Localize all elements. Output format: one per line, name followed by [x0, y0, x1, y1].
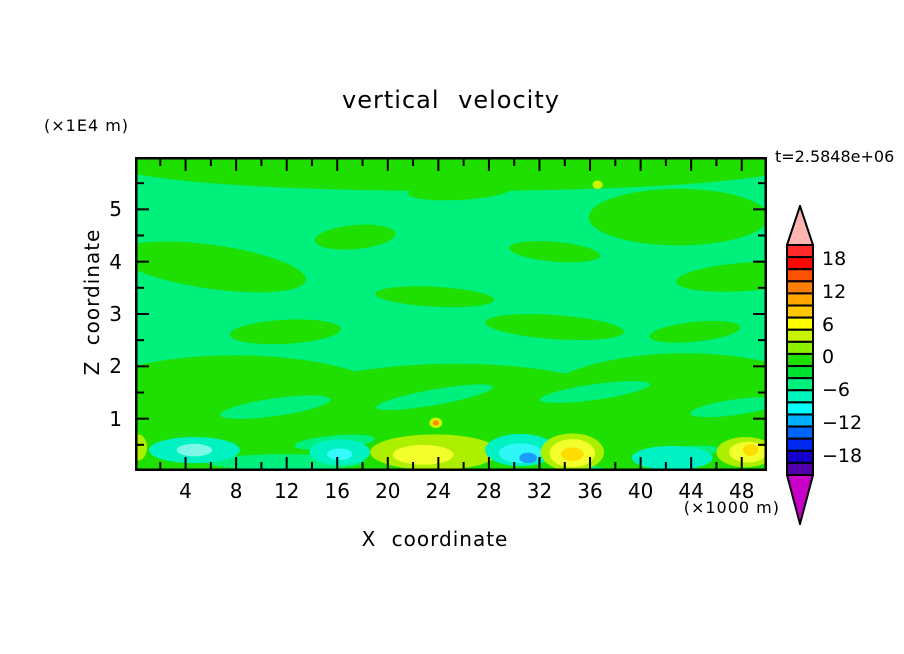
streak-positive — [229, 319, 341, 345]
x-tick-label-12: 12 — [273, 479, 300, 503]
colorbar-tick-label-18: 18 — [822, 248, 847, 270]
colorbar-tick-label-−12: −12 — [822, 412, 863, 434]
downdraft-cyan-core — [327, 448, 353, 461]
colorbar-tick-label-0: 0 — [822, 346, 835, 368]
speck-updraft — [592, 180, 603, 189]
x-tick-label-4: 4 — [179, 479, 192, 503]
colorbar-segment — [786, 292, 814, 307]
streak-positive — [649, 320, 741, 343]
colorbar-segment — [786, 413, 814, 428]
colorbar-segment — [786, 280, 814, 295]
x-tick-label-20: 20 — [375, 479, 401, 503]
x-tick-label-40: 40 — [627, 479, 654, 503]
y-axis-unit-label: (×1E4 m) — [44, 116, 130, 135]
x-tick-label-24: 24 — [425, 479, 452, 503]
colorbar-segment — [786, 304, 814, 319]
y-tick-label-5: 5 — [109, 197, 122, 222]
colorbar-tick-label-−18: −18 — [822, 445, 863, 467]
y-tick-label-4: 4 — [109, 249, 122, 274]
downdraft-blue-core — [519, 452, 537, 464]
time-annotation: t=2.5848e+06 — [775, 147, 895, 166]
streak-positive — [314, 224, 396, 250]
plot-frame — [135, 157, 767, 471]
x-tick-label-8: 8 — [229, 479, 243, 503]
x-tick-label-16: 16 — [324, 479, 350, 503]
near-zero-streak — [690, 397, 781, 418]
colorbar-tick-label-6: 6 — [822, 314, 835, 336]
colorbar-segment — [786, 461, 814, 477]
x-tick-label-28: 28 — [476, 479, 502, 503]
plot-title: vertical velocity — [342, 86, 560, 114]
blob-positive-topright — [588, 188, 769, 246]
contour-field — [55, 138, 846, 480]
near-zero-streak — [376, 384, 494, 411]
y-tick-label-1: 1 — [109, 406, 122, 431]
colorbar-segment — [786, 389, 814, 404]
colorbar-segment — [786, 437, 814, 452]
x-tick-label-44: 44 — [678, 479, 704, 503]
colorbar-segment — [786, 268, 814, 283]
colorbar-segment — [786, 340, 814, 355]
streak-positive — [485, 314, 625, 341]
y-tick-label-3: 3 — [109, 302, 122, 326]
x-tick-label-36: 36 — [577, 479, 603, 503]
colorbar — [785, 202, 815, 528]
colorbar-segment — [786, 328, 814, 343]
y-tick-label-2: 2 — [109, 354, 122, 379]
near-zero-streak — [220, 395, 331, 419]
colorbar-segment — [786, 449, 814, 464]
updraft-yellow-core — [392, 444, 454, 465]
colorbar-bottom-arrow — [785, 474, 815, 528]
downdraft-cyan-core — [176, 443, 213, 457]
streak-positive — [375, 286, 494, 308]
colorbar-segment — [786, 401, 814, 416]
colorbar-segment — [786, 425, 814, 440]
streak-positive-left — [118, 241, 307, 293]
colorbar-graphic — [785, 202, 815, 528]
colorbar-segment — [786, 365, 814, 380]
colorbar-segment — [786, 316, 814, 331]
colorbar-top-arrow — [785, 202, 815, 246]
updraft-dot-core — [432, 420, 439, 426]
x-axis-unit-label: (×1000 m) — [683, 498, 780, 517]
downdraft-aqua — [631, 445, 713, 470]
colorbar-segment — [786, 256, 814, 271]
updraft-gold-core — [742, 444, 759, 456]
colorbar-segment — [786, 244, 814, 259]
colorbar-segment — [786, 352, 814, 368]
colorbar-tick-label-−6: −6 — [822, 379, 851, 401]
x-tick-label-48: 48 — [728, 479, 755, 503]
streak-positive — [408, 181, 512, 201]
near-zero-streak — [540, 381, 651, 403]
colorbar-segment — [786, 377, 814, 392]
streak-positive — [509, 241, 600, 263]
contour-plot-area — [55, 138, 846, 480]
updraft-gold-core — [560, 447, 584, 462]
x-tick-label-32: 32 — [526, 479, 553, 503]
colorbar-tick-label-12: 12 — [822, 281, 847, 303]
x-axis-label: X coordinate — [361, 527, 509, 551]
